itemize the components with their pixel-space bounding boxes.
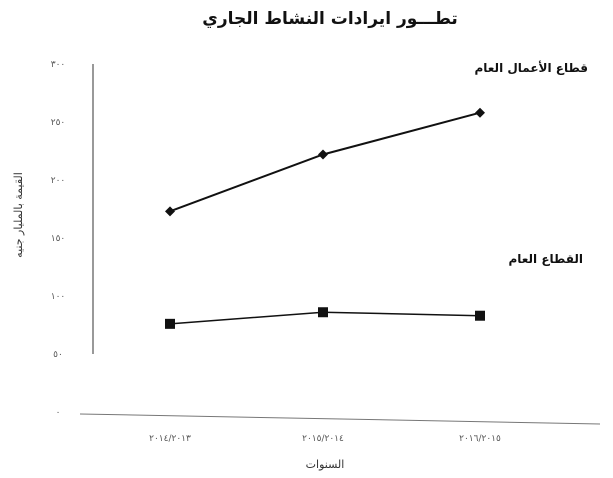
x-axis-label: السنوات (306, 458, 345, 471)
y-tick-label: ١٠٠ (51, 292, 66, 302)
data-point-diamond (165, 206, 175, 217)
y-ticks: ٠ ٥٠ ١٠٠ ١٥٠ ٢٠٠ ٢٥٠ ٣٠٠ (51, 60, 66, 418)
y-tick-label: ٣٠٠ (51, 60, 66, 70)
y-tick-label: ٢٥٠ (51, 118, 66, 128)
x-tick-label: ٢٠١٤/٢٠١٣ (149, 434, 191, 444)
data-point-square (475, 310, 485, 321)
x-ticks: ٢٠١٤/٢٠١٣ ٢٠١٥/٢٠١٤ ٢٠١٦/٢٠١٥ (149, 434, 501, 444)
x-tick-label: ٢٠١٥/٢٠١٤ (302, 434, 344, 444)
y-tick-label: ٠ (56, 408, 61, 418)
data-point-diamond (318, 149, 328, 160)
data-point-square (318, 307, 328, 318)
x-axis (79, 413, 601, 425)
chart-title: تطـــور ايرادات النشاط الجاري (202, 9, 458, 29)
series-label-business-sector: قطاع الأعمال العام (474, 60, 588, 76)
series-label-public-sector: القطاع العام (508, 252, 583, 267)
y-axis-label: القيمة بالمليار جنيه (12, 172, 25, 258)
y-tick-label: ٥٠ (53, 350, 63, 360)
data-point-diamond (475, 107, 485, 118)
data-point-square (165, 318, 175, 329)
y-tick-label: ٢٠٠ (51, 176, 66, 186)
x-tick-label: ٢٠١٦/٢٠١٥ (459, 434, 501, 444)
series-line (169, 111, 481, 213)
series-layer (165, 107, 485, 329)
y-tick-label: ١٥٠ (51, 234, 66, 244)
